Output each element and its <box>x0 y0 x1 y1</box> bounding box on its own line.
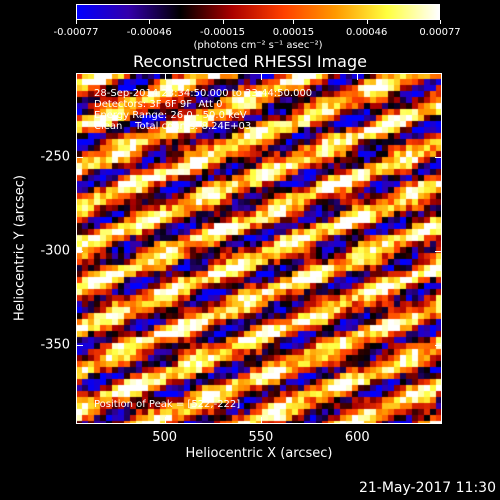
x-tick-mark <box>165 417 166 424</box>
y-tick-mark <box>435 345 442 346</box>
colorbar-tick-mark <box>149 20 150 24</box>
colorbar-tick-label: 0.00015 <box>273 27 314 38</box>
annotation-counts: Clean Total counts: 8.24E+03 <box>94 121 251 132</box>
y-tick-mark <box>76 345 83 346</box>
annotation-time-range: 28-Sep-2014 23:34:50.000 to 23:44:50.000 <box>94 88 312 99</box>
colorbar-tick-mark <box>76 20 77 24</box>
y-tick-mark <box>76 251 83 252</box>
y-tick-label: -300 <box>40 244 70 259</box>
image-title: Reconstructed RHESSI Image <box>0 52 500 71</box>
datestamp: 21-May-2017 11:30 <box>359 480 496 496</box>
y-axis-label: Heliocentric Y (arcsec) <box>13 175 28 321</box>
y-tick-mark <box>435 251 442 252</box>
colorbar-tick-label: 0.00046 <box>346 27 387 38</box>
colorbar-tick-label: -0.00046 <box>127 27 172 38</box>
annotation-energy-range: Energy Range: 26.0 - 50.0 keV <box>94 110 247 121</box>
x-tick-mark <box>357 73 358 80</box>
colorbar-tick-mark <box>223 20 224 24</box>
x-tick-label: 550 <box>249 430 274 445</box>
x-tick-mark <box>261 417 262 424</box>
annotation-detectors: Detectors: 3F 6F 9F Att 0 <box>94 99 222 110</box>
x-tick-mark <box>261 73 262 80</box>
colorbar-tick-label: -0.00077 <box>54 27 99 38</box>
x-axis-label: Heliocentric X (arcsec) <box>76 446 442 461</box>
x-tick-label: 600 <box>345 430 370 445</box>
y-tick-mark <box>435 157 442 158</box>
colorbar-tick-mark <box>367 20 368 24</box>
colorbar-tick-mark <box>293 20 294 24</box>
x-tick-mark <box>357 417 358 424</box>
y-tick-label: -350 <box>40 338 70 353</box>
x-tick-mark <box>165 73 166 80</box>
y-tick-label: -250 <box>40 150 70 165</box>
x-tick-label: 500 <box>152 430 177 445</box>
y-tick-mark <box>76 157 83 158</box>
colorbar-tick-label: 0.00077 <box>419 27 460 38</box>
annotation-peak-position: Position of Peak = [522,-222] <box>94 399 240 410</box>
colorbar <box>76 4 440 20</box>
colorbar-tick-label: -0.00015 <box>200 27 245 38</box>
colorbar-units: (photons cm⁻² s⁻¹ asec⁻²) <box>0 40 500 51</box>
colorbar-tick-mark <box>440 20 441 24</box>
